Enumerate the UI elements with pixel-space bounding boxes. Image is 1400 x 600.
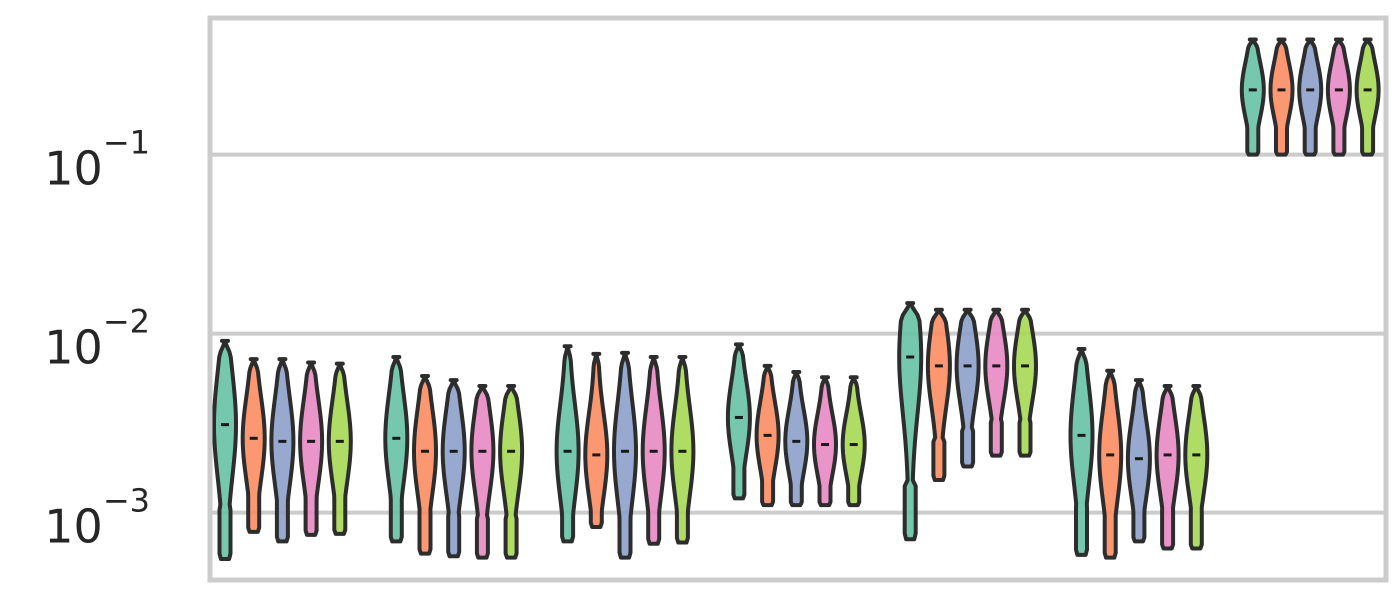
violin-body bbox=[1068, 347, 1095, 557]
violin-body bbox=[1183, 383, 1210, 551]
violin-body bbox=[498, 383, 525, 560]
violin-body bbox=[298, 360, 325, 537]
violin-body bbox=[412, 373, 438, 556]
violin-body bbox=[925, 307, 952, 483]
y-tick-base: 10 bbox=[44, 500, 103, 554]
violin-body bbox=[669, 355, 696, 545]
violin-body bbox=[897, 301, 924, 542]
violin-body bbox=[326, 361, 353, 536]
violin-body bbox=[1012, 307, 1038, 458]
violin-body bbox=[383, 355, 410, 544]
violin-body bbox=[1125, 378, 1152, 544]
y-tick-label: 10−1 bbox=[44, 124, 150, 196]
y-axis-tick-labels: 10−310−210−1 bbox=[44, 124, 150, 554]
violin-group bbox=[554, 344, 696, 560]
violin-body bbox=[554, 344, 581, 544]
violin-body bbox=[212, 338, 238, 562]
y-tick-exponent: −3 bbox=[103, 482, 150, 520]
violin-body bbox=[612, 350, 638, 560]
violin-groups bbox=[212, 37, 1381, 562]
violin-body bbox=[240, 357, 267, 534]
violin-group bbox=[383, 355, 525, 560]
violin-body bbox=[1239, 37, 1266, 157]
violin-body bbox=[840, 375, 867, 508]
violin-group bbox=[1239, 37, 1381, 157]
violin-body bbox=[1097, 368, 1124, 560]
plot-frame bbox=[207, 15, 1389, 583]
violin-body bbox=[1154, 383, 1181, 551]
y-tick-base: 10 bbox=[44, 142, 103, 196]
violin-group bbox=[1068, 347, 1210, 560]
y-tick-base: 10 bbox=[44, 321, 103, 375]
violin-body bbox=[783, 370, 810, 508]
violin-group bbox=[725, 342, 867, 508]
violin-group bbox=[897, 301, 1038, 542]
violin-body bbox=[1354, 37, 1381, 157]
violin-body bbox=[983, 307, 1010, 458]
violin-body bbox=[1297, 37, 1324, 157]
violin-group bbox=[212, 338, 353, 562]
violin-body bbox=[469, 383, 496, 560]
y-tick-exponent: −2 bbox=[103, 303, 150, 341]
y-tick-label: 10−3 bbox=[44, 482, 150, 554]
y-tick-exponent: −1 bbox=[103, 124, 150, 162]
violin-body bbox=[1325, 37, 1352, 157]
violin-body bbox=[1268, 37, 1295, 157]
violin-body bbox=[812, 375, 838, 508]
violin-body bbox=[954, 307, 981, 469]
y-tick-label: 10−2 bbox=[44, 303, 150, 375]
violin-body bbox=[269, 357, 296, 544]
violin-body bbox=[440, 378, 467, 559]
violin-body bbox=[583, 351, 610, 530]
violin-body bbox=[725, 342, 752, 501]
